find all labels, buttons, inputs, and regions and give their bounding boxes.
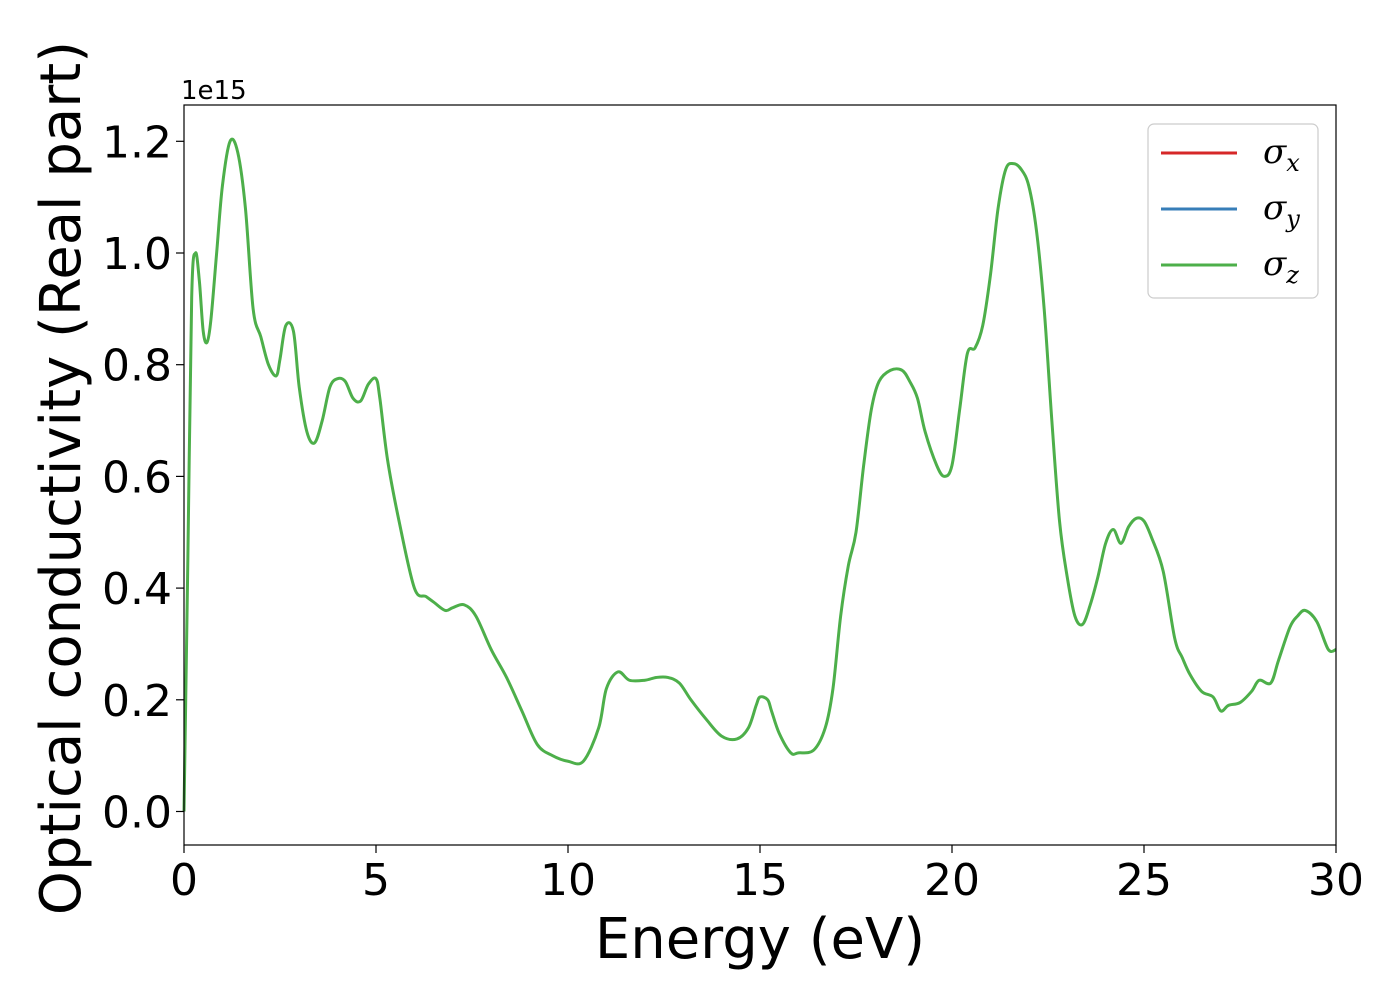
x-tick-label: 0 bbox=[170, 855, 198, 906]
x-tick-label: 10 bbox=[540, 855, 596, 906]
legend-symbol: σ bbox=[1263, 244, 1287, 284]
y-tick-label: 0.0 bbox=[102, 787, 172, 838]
x-axis-ticks: 0 5 10 15 20 25 30 bbox=[170, 845, 1364, 906]
x-tick-label: 5 bbox=[362, 855, 390, 906]
legend-subscript: z bbox=[1285, 261, 1299, 289]
legend-symbol: σ bbox=[1263, 132, 1287, 172]
legend-symbol: σ bbox=[1263, 188, 1287, 228]
x-axis-label: Energy (eV) bbox=[595, 907, 925, 972]
series-line-0 bbox=[182, 137, 1337, 812]
y-tick-label: 0.6 bbox=[102, 452, 172, 503]
x-tick-label: 15 bbox=[732, 855, 788, 906]
y-offset-label: 1e15 bbox=[181, 76, 247, 106]
series-layer bbox=[182, 137, 1337, 812]
y-tick-label: 0.4 bbox=[102, 564, 172, 615]
legend-label-x: σx bbox=[1263, 132, 1300, 177]
x-tick-label: 25 bbox=[1116, 855, 1172, 906]
legend-subscript: x bbox=[1286, 149, 1300, 177]
legend-box bbox=[1147, 123, 1319, 299]
legend-subscript: y bbox=[1285, 205, 1300, 233]
legend-label-y: σy bbox=[1263, 188, 1300, 233]
y-tick-label: 1.0 bbox=[102, 229, 172, 280]
legend-label-z: σz bbox=[1263, 244, 1299, 289]
y-tick-label: 0.8 bbox=[102, 341, 172, 392]
y-axis-label: Optical conductivity (Real part) bbox=[29, 41, 94, 915]
y-tick-label: 0.2 bbox=[102, 676, 172, 727]
y-axis-ticks: 0.0 0.2 0.4 0.6 0.8 1.0 1.2 bbox=[102, 117, 184, 838]
y-tick-label: 1.2 bbox=[102, 117, 172, 168]
x-tick-label: 20 bbox=[924, 855, 980, 906]
x-tick-label: 30 bbox=[1308, 855, 1364, 906]
